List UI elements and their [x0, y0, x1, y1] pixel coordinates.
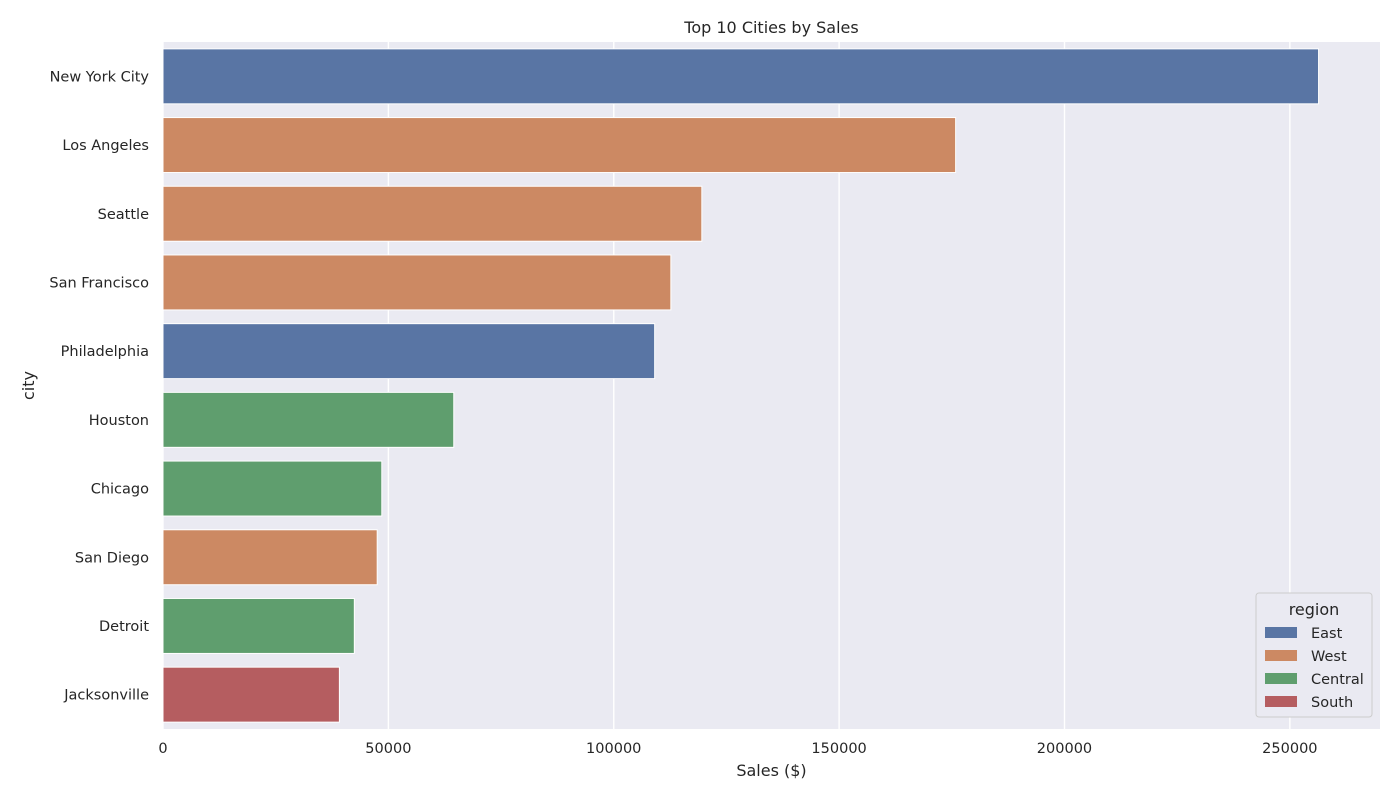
- y-tick-label: Chicago: [91, 482, 149, 498]
- legend: region East West Central South: [1255, 592, 1373, 718]
- x-tick-labels: 0 50000 100000 150000 200000 250000: [158, 741, 1317, 757]
- legend-label-south: South: [1311, 695, 1353, 711]
- bar-chicago: [162, 460, 383, 517]
- x-tick-label: 100000: [586, 741, 641, 757]
- bar-philadelphia: [162, 323, 656, 380]
- y-tick-label: Seattle: [98, 207, 149, 223]
- bar-detroit: [162, 597, 355, 654]
- legend-label-west: West: [1311, 649, 1347, 665]
- x-tick-label: 150000: [811, 741, 866, 757]
- y-tick-label: Houston: [89, 413, 149, 429]
- x-tick-label: 250000: [1262, 741, 1317, 757]
- y-tick-label: New York City: [50, 69, 150, 85]
- bar-new-york-city: [162, 48, 1320, 105]
- y-axis-label: city: [19, 371, 38, 400]
- x-tick-label: 200000: [1037, 741, 1092, 757]
- y-tick-label: Detroit: [99, 619, 149, 635]
- bar-san-diego: [162, 529, 378, 586]
- x-axis-label: Sales ($): [736, 761, 806, 780]
- legend-label-east: East: [1311, 626, 1343, 642]
- legend-swatch-east: [1265, 627, 1297, 638]
- bar-san-francisco: [162, 254, 672, 311]
- legend-swatch-west: [1265, 650, 1297, 661]
- chart-title: Top 10 Cities by Sales: [683, 18, 858, 37]
- legend-swatch-central: [1265, 673, 1297, 684]
- y-tick-label: San Francisco: [49, 275, 149, 291]
- legend-label-central: Central: [1311, 672, 1364, 688]
- y-tick-label: Jacksonville: [63, 688, 149, 704]
- legend-swatch-south: [1265, 696, 1297, 707]
- bar-seattle: [162, 185, 703, 242]
- bar-jacksonville: [162, 666, 340, 723]
- legend-title: region: [1289, 600, 1340, 619]
- bars: [162, 48, 1320, 723]
- bar-houston: [162, 391, 455, 448]
- legend-frame: [1255, 592, 1373, 718]
- x-tick-label: 0: [158, 741, 167, 757]
- x-tick-label: 50000: [365, 741, 411, 757]
- y-tick-labels: New York City Los Angeles Seattle San Franc…: [49, 69, 149, 703]
- y-tick-label: Los Angeles: [62, 138, 149, 154]
- y-tick-label: Philadelphia: [61, 344, 149, 360]
- bar-los-angeles: [162, 117, 957, 174]
- y-tick-label: San Diego: [75, 550, 149, 566]
